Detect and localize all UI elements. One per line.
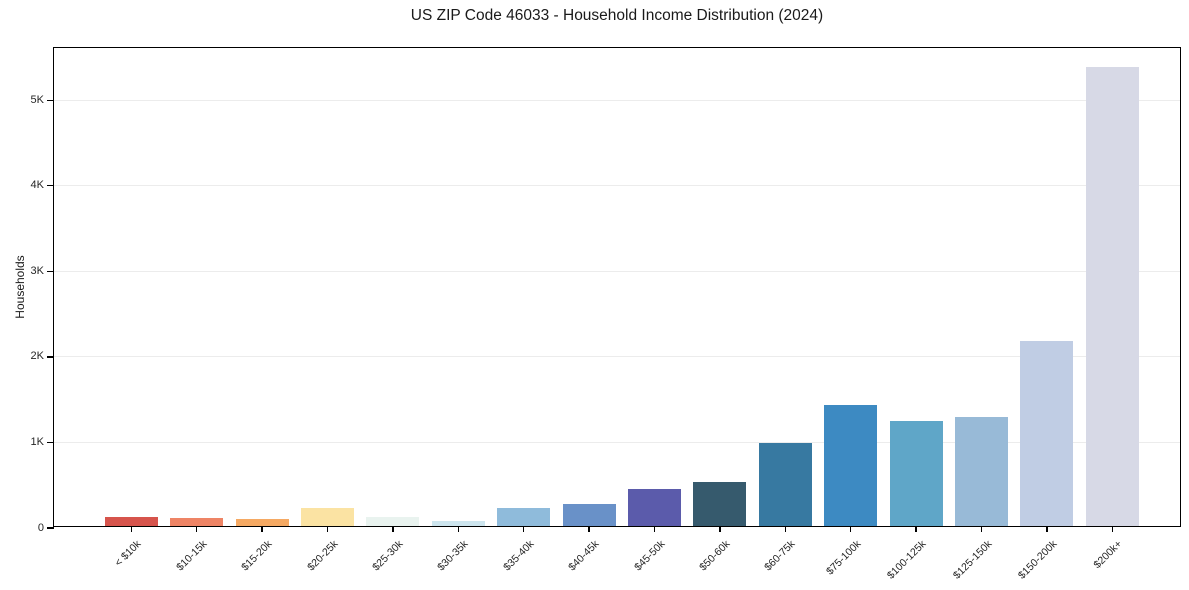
bar xyxy=(170,517,224,526)
bar xyxy=(104,516,158,526)
gridline xyxy=(54,185,1180,187)
x-tick-label: $40-45k xyxy=(566,538,602,574)
bar xyxy=(693,481,747,526)
x-tick-label: $100-125k xyxy=(885,538,929,582)
x-tick-label: $30-35k xyxy=(435,538,471,574)
x-tick-label: < $10k xyxy=(112,538,144,569)
bar xyxy=(562,504,616,526)
x-tick-mark xyxy=(261,526,263,532)
bar xyxy=(628,488,681,526)
gridline xyxy=(54,99,1180,101)
bar xyxy=(889,420,943,526)
x-tick-label: $20-25k xyxy=(304,538,340,574)
y-tick-label: 4K xyxy=(30,179,44,192)
bar xyxy=(955,417,1008,526)
x-tick-mark xyxy=(915,526,917,532)
y-tick-label: 3K xyxy=(30,264,44,277)
x-tick-mark xyxy=(850,526,852,532)
y-tick-mark xyxy=(47,441,54,444)
bar xyxy=(1085,66,1139,526)
gridline xyxy=(54,270,1180,272)
y-tick-label: 0 xyxy=(37,521,44,534)
gridline xyxy=(54,356,1180,358)
bar xyxy=(1020,341,1074,526)
y-tick-mark xyxy=(47,527,54,529)
x-tick-label: $50-60k xyxy=(697,538,733,574)
x-tick-mark xyxy=(784,526,786,532)
x-tick-label: $150-200k xyxy=(1015,538,1060,582)
x-tick-mark xyxy=(1046,526,1048,532)
x-tick-mark xyxy=(653,526,656,532)
x-tick-label: $75-100k xyxy=(823,538,864,578)
x-tick-label: $25-30k xyxy=(370,538,406,574)
x-tick-mark xyxy=(588,526,590,532)
y-tick-label: 1K xyxy=(30,435,44,448)
x-tick-mark xyxy=(523,526,525,532)
x-tick-mark xyxy=(326,526,329,532)
x-tick-mark xyxy=(130,526,132,532)
y-axis-label: Households xyxy=(13,255,27,319)
x-tick-label: $35-40k xyxy=(500,538,537,574)
x-tick-label: $45-50k xyxy=(631,538,667,574)
bar xyxy=(431,521,485,526)
bar xyxy=(497,508,551,526)
bar xyxy=(301,508,354,526)
chart-title: US ZIP Code 46033 - Household Income Dis… xyxy=(410,7,824,24)
y-tick-label: 2K xyxy=(30,350,44,363)
x-tick-label: $60-75k xyxy=(762,538,798,574)
y-tick-label: 5K xyxy=(30,93,44,106)
x-tick-label: $200k+ xyxy=(1091,538,1125,572)
bar xyxy=(824,405,878,526)
x-tick-mark xyxy=(980,526,983,532)
x-tick-label: $125-150k xyxy=(950,538,994,582)
y-tick-mark xyxy=(47,270,54,272)
x-tick-mark xyxy=(392,526,394,532)
y-tick-mark xyxy=(47,99,54,101)
gridline xyxy=(54,441,1180,443)
x-tick-label: $10-15k xyxy=(173,538,210,574)
x-tick-mark xyxy=(457,526,459,532)
plot-area: 0 1K 2K 3K 4K 5K < $10k $10-15k $15-20k $20-25k $2… xyxy=(31,47,1181,582)
bar xyxy=(758,442,812,526)
x-tick-mark xyxy=(719,526,721,532)
y-tick-mark xyxy=(47,185,54,187)
y-tick-mark xyxy=(47,356,54,358)
x-tick-mark xyxy=(1111,526,1113,532)
bar xyxy=(366,517,420,526)
bar xyxy=(235,519,289,526)
x-tick-label: $15-20k xyxy=(239,538,275,574)
x-tick-mark xyxy=(196,526,198,532)
